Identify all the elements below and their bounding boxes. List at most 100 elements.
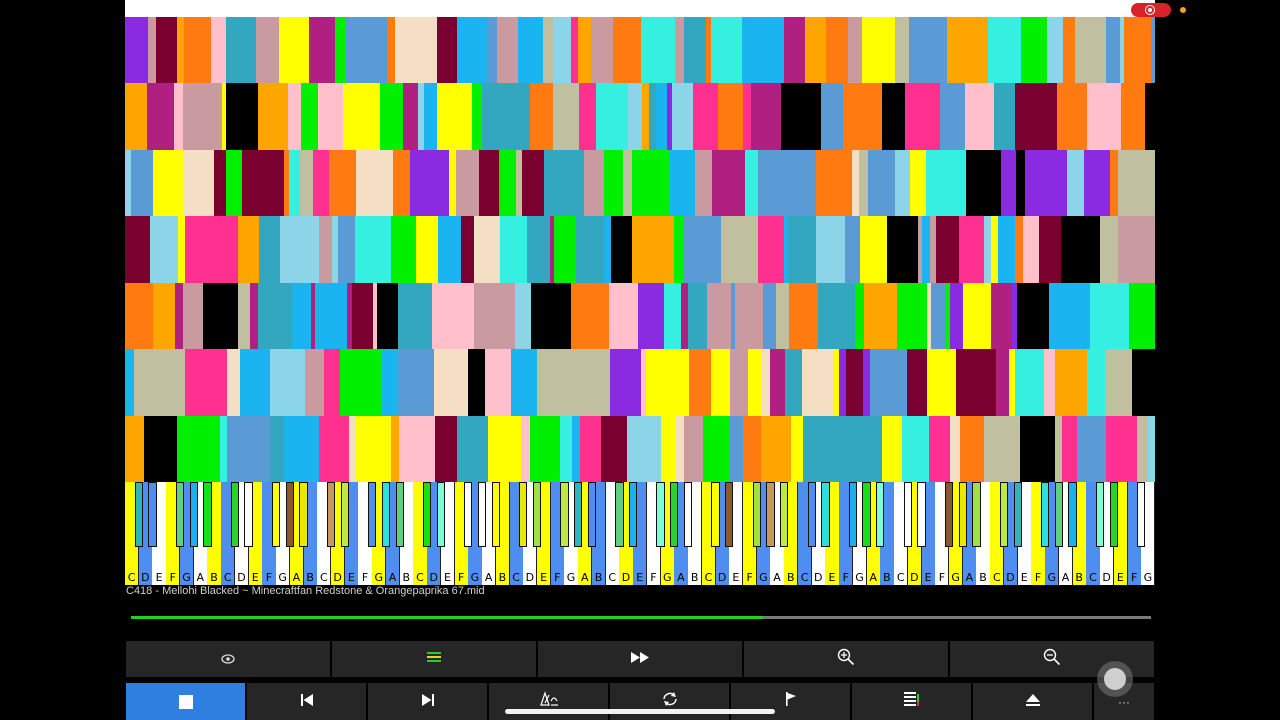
black-key[interactable]: [944, 482, 954, 547]
progress-bar[interactable]: [131, 616, 1151, 619]
black-key[interactable]: [752, 482, 761, 547]
black-key[interactable]: [368, 482, 377, 547]
black-key[interactable]: [780, 482, 789, 547]
loop-button[interactable]: [610, 683, 729, 720]
note-block: [319, 415, 349, 482]
black-key[interactable]: [711, 482, 720, 547]
note-block: [1118, 216, 1140, 284]
black-key[interactable]: [725, 482, 734, 547]
home-indicator[interactable]: [505, 709, 775, 714]
black-key[interactable]: [615, 482, 624, 547]
note-block: [576, 216, 604, 284]
black-key[interactable]: [1013, 482, 1022, 547]
zoom-in-button[interactable]: [744, 641, 948, 677]
note-block: [816, 149, 852, 218]
black-key[interactable]: [299, 482, 308, 547]
note-block: [438, 216, 461, 284]
black-key[interactable]: [134, 482, 143, 547]
note-block: [349, 415, 356, 482]
black-key[interactable]: [683, 482, 693, 547]
note-block: [927, 282, 931, 351]
note-block: [711, 17, 742, 85]
black-key[interactable]: [587, 482, 597, 547]
black-key[interactable]: [1095, 482, 1105, 547]
note-block: [604, 216, 611, 284]
black-key[interactable]: [477, 482, 487, 547]
note-block: [1106, 17, 1120, 85]
note-block: [573, 349, 610, 417]
list-button[interactable]: [852, 683, 971, 720]
note-block: [300, 149, 313, 218]
screen-recording-indicator[interactable]: [1131, 3, 1171, 17]
black-key[interactable]: [574, 482, 583, 547]
visibility-button[interactable]: [126, 641, 330, 677]
black-key[interactable]: [519, 482, 528, 547]
black-key[interactable]: [656, 482, 665, 547]
black-key[interactable]: [862, 482, 871, 547]
black-key[interactable]: [972, 482, 981, 547]
tracks-button[interactable]: [332, 641, 536, 677]
black-key[interactable]: [491, 482, 500, 547]
key-note-label: C: [608, 571, 617, 584]
key-note-label: B: [306, 571, 314, 584]
stop-button[interactable]: [126, 683, 245, 720]
black-key[interactable]: [230, 482, 239, 547]
black-key[interactable]: [560, 482, 569, 547]
key-note-label: F: [361, 571, 369, 584]
black-key[interactable]: [876, 482, 885, 547]
note-block: [288, 83, 301, 151]
black-key[interactable]: [244, 482, 253, 547]
black-key[interactable]: [1068, 482, 1077, 547]
black-key[interactable]: [807, 482, 816, 547]
note-block: [887, 216, 918, 284]
assistive-touch-button[interactable]: [1097, 661, 1133, 697]
next-button[interactable]: [368, 683, 487, 720]
key-note-label: E: [732, 571, 740, 584]
black-key[interactable]: [848, 482, 857, 547]
key-note-label: C: [896, 571, 905, 584]
black-key[interactable]: [271, 482, 281, 547]
black-key[interactable]: [766, 482, 775, 547]
black-key[interactable]: [381, 482, 391, 547]
note-block: [797, 149, 816, 218]
black-key[interactable]: [436, 482, 445, 547]
fast-forward-button[interactable]: [538, 641, 742, 677]
black-key[interactable]: [532, 482, 542, 547]
black-key[interactable]: [821, 482, 830, 547]
black-key[interactable]: [629, 482, 638, 547]
black-key[interactable]: [670, 482, 679, 547]
note-block: [1151, 17, 1155, 85]
black-key[interactable]: [958, 482, 967, 547]
black-key[interactable]: [1109, 482, 1118, 547]
note-block: [377, 282, 398, 351]
note-block: [457, 415, 488, 482]
eject-button[interactable]: [973, 683, 1092, 720]
black-key[interactable]: [903, 482, 912, 547]
zoom-out-icon: [1043, 648, 1061, 671]
metronome-button[interactable]: [489, 683, 608, 720]
black-key[interactable]: [148, 482, 157, 547]
black-key[interactable]: [203, 482, 212, 547]
black-key[interactable]: [189, 482, 198, 547]
key-note-label: B: [210, 571, 218, 584]
stop-icon: [178, 694, 193, 709]
flag-button[interactable]: [731, 683, 850, 720]
previous-button[interactable]: [247, 683, 366, 720]
note-block: [183, 282, 203, 351]
black-key[interactable]: [999, 482, 1009, 547]
black-key[interactable]: [1054, 482, 1063, 547]
note-block: [996, 349, 1009, 417]
black-key[interactable]: [423, 482, 432, 547]
black-key[interactable]: [1137, 482, 1146, 547]
black-key[interactable]: [285, 482, 294, 547]
note-block: [150, 216, 178, 284]
black-key[interactable]: [340, 482, 349, 547]
black-key[interactable]: [326, 482, 336, 547]
black-key[interactable]: [917, 482, 926, 547]
black-key[interactable]: [1041, 482, 1050, 547]
black-key[interactable]: [395, 482, 404, 547]
black-key[interactable]: [175, 482, 185, 547]
black-key[interactable]: [464, 482, 473, 547]
note-block: [258, 83, 288, 151]
